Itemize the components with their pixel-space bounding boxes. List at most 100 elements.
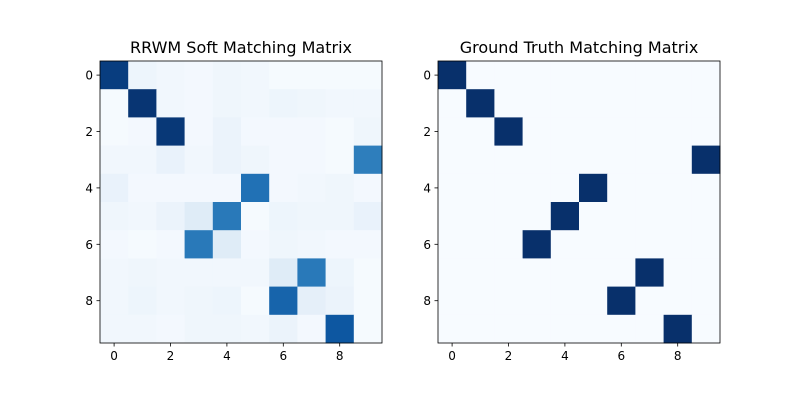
x-tick-label: 2 [167, 349, 175, 363]
heatmap-cell-r5-c3 [522, 202, 552, 231]
heatmap-cell-r2-c3 [522, 117, 552, 146]
heatmap-cell-r2-c9 [691, 117, 721, 146]
heatmap-cell-r8-c2 [156, 286, 185, 316]
heatmap-cell-r2-c2 [156, 117, 185, 146]
heatmap-cell-r3-c8 [325, 145, 355, 175]
heatmap-cell-r0-c6 [607, 61, 636, 90]
heatmap-cell-r1-c8 [325, 89, 355, 118]
heatmap-cell-r8-c7 [297, 286, 326, 316]
heatmap-cell-r0-c0 [438, 61, 467, 90]
heatmap-cell-r2-c6 [269, 117, 298, 146]
heatmap-cell-r1-c3 [184, 89, 214, 118]
heatmap-cell-r9-c5 [241, 314, 270, 344]
heatmap-cell-r0-c7 [635, 61, 664, 90]
heatmap-cell-r3-c4 [550, 145, 580, 175]
heatmap-cell-r9-c2 [494, 314, 523, 344]
heatmap-cell-r3-c2 [156, 145, 185, 175]
heatmap-cell-r2-c5 [579, 117, 608, 146]
heatmap-cell-r9-c1 [128, 314, 157, 344]
heatmap-cell-r1-c2 [156, 89, 185, 118]
heatmap-cell-r4-c0 [100, 173, 129, 203]
heatmap-cell-r2-c4 [550, 117, 580, 146]
heatmap-cell-r6-c1 [128, 230, 157, 259]
heatmap-cell-r1-c0 [438, 89, 467, 118]
heatmap-cell-r4-c8 [325, 173, 355, 203]
heatmap-cell-r4-c1 [128, 173, 157, 203]
axes-frame [99, 60, 383, 344]
heatmap-cell-r0-c8 [325, 61, 355, 90]
heatmap-cell-r7-c9 [353, 258, 383, 287]
heatmap-cell-r6-c6 [269, 230, 298, 259]
heatmap-cell-r5-c6 [269, 202, 298, 231]
heatmap-cell-r0-c3 [184, 61, 214, 90]
heatmap-cell-r9-c6 [607, 314, 636, 344]
heatmap-cell-r2-c1 [466, 117, 495, 146]
heatmap-cell-r8-c5 [241, 286, 270, 316]
y-tick-label: 0 [85, 69, 93, 83]
heatmap-cell-r5-c6 [607, 202, 636, 231]
y-tick-label: 4 [85, 181, 93, 195]
x-tick-label: 4 [223, 349, 231, 363]
heatmap-cell-r4-c8 [663, 173, 693, 203]
heatmap-cell-r9-c6 [269, 314, 298, 344]
x-tick-label: 0 [448, 349, 456, 363]
y-tick-label: 0 [423, 69, 431, 83]
heatmap-cell-r7-c0 [438, 258, 467, 287]
heatmap-cell-r3-c3 [184, 145, 214, 175]
heatmap-cell-r4-c6 [269, 173, 298, 203]
y-tick-label: 2 [85, 125, 93, 139]
heatmap-cell-r2-c8 [325, 117, 355, 146]
heatmap-cell-r9-c8 [663, 314, 693, 344]
x-tick-label: 6 [617, 349, 625, 363]
heatmap-cell-r6-c0 [100, 230, 129, 259]
heatmap-cell-r3-c5 [579, 145, 608, 175]
heatmap-cell-r9-c0 [100, 314, 129, 344]
heatmap-cell-r0-c4 [550, 61, 580, 90]
heatmap-cell-r5-c1 [466, 202, 495, 231]
heatmap-cell-r1-c8 [663, 89, 693, 118]
x-tick-label: 0 [110, 349, 118, 363]
heatmap-cell-r6-c2 [494, 230, 523, 259]
heatmap-cell-r8-c4 [212, 286, 242, 316]
heatmap-cell-r2-c7 [635, 117, 664, 146]
heatmap-cell-r3-c5 [241, 145, 270, 175]
heatmap-cell-r6-c7 [635, 230, 664, 259]
heatmap-cell-r2-c0 [438, 117, 467, 146]
heatmap-cell-r5-c0 [100, 202, 129, 231]
heatmap-cell-r4-c3 [522, 173, 552, 203]
x-tick-label: 8 [674, 349, 682, 363]
heatmap-cell-r2-c9 [353, 117, 383, 146]
heatmap-cell-r3-c7 [297, 145, 326, 175]
heatmap-cell-r9-c2 [156, 314, 185, 344]
heatmap-cell-r6-c9 [353, 230, 383, 259]
heatmap-cell-r4-c2 [494, 173, 523, 203]
heatmap-cell-r5-c9 [691, 202, 721, 231]
heatmap-cell-r4-c1 [466, 173, 495, 203]
heatmap-cell-r4-c5 [241, 173, 270, 203]
heatmap-cell-r7-c6 [607, 258, 636, 287]
heatmap-cell-r0-c6 [269, 61, 298, 90]
heatmap-cell-r4-c4 [550, 173, 580, 203]
heatmap-cell-r4-c0 [438, 173, 467, 203]
heatmap-cell-r8-c0 [438, 286, 467, 316]
heatmap-cell-r2-c0 [100, 117, 129, 146]
heatmap-cell-r7-c8 [325, 258, 355, 287]
heatmap-cell-r8-c0 [100, 286, 129, 316]
heatmap-cell-r3-c0 [100, 145, 129, 175]
heatmap-cell-r8-c1 [466, 286, 495, 316]
heatmap-cell-r1-c9 [353, 89, 383, 118]
heatmap-cell-r5-c5 [241, 202, 270, 231]
rrwm-matrix-panel: RRWM Soft Matching Matrix 0 2 4 6 8 0 2 4 6 8 [85, 38, 383, 363]
heatmap-cell-r5-c7 [297, 202, 326, 231]
heatmap-cell-r2-c5 [241, 117, 270, 146]
heatmap-cell-r7-c5 [579, 258, 608, 287]
heatmap-cell-r0-c2 [156, 61, 185, 90]
heatmap-cell-r1-c6 [607, 89, 636, 118]
heatmap-cell-r2-c8 [663, 117, 693, 146]
heatmap-cell-r5-c0 [438, 202, 467, 231]
heatmap-cell-r7-c2 [494, 258, 523, 287]
heatmap-cell-r0-c8 [663, 61, 693, 90]
heatmap-cell-r5-c2 [156, 202, 185, 231]
heatmap-cell-r6-c2 [156, 230, 185, 259]
